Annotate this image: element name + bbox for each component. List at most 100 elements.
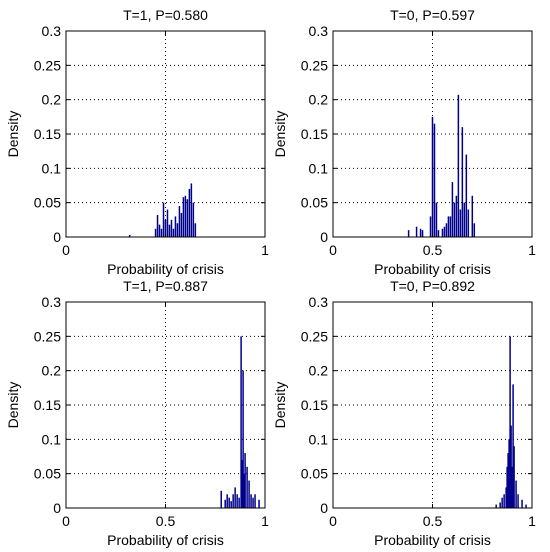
panel-title: T=0, P=0.892 (390, 278, 475, 294)
y-tick-label: 0.2 (42, 363, 62, 379)
histogram-bar (248, 480, 250, 508)
histogram-bar (174, 216, 177, 237)
y-tick-label: 0.05 (34, 195, 61, 211)
y-tick-label: 0.2 (309, 92, 329, 108)
x-axis-label: Probability of crisis (374, 532, 491, 548)
x-axis-label: Probability of crisis (107, 532, 224, 548)
y-tick-label: 0.25 (34, 328, 61, 344)
histogram-bar (507, 453, 509, 508)
histogram-bar (441, 228, 444, 237)
histogram-bar (517, 494, 519, 508)
histogram-bar (455, 195, 458, 237)
histogram-bar (228, 497, 230, 508)
histogram-bar (238, 497, 240, 508)
y-tick-label: 0.1 (309, 431, 329, 447)
histogram-bar (453, 202, 456, 237)
histogram-bar (465, 154, 468, 237)
y-tick-label: 0.1 (309, 160, 329, 176)
y-tick-label: 0 (320, 229, 328, 245)
y-tick-label: 0.25 (301, 57, 328, 73)
x-tick-label: 1 (261, 513, 269, 529)
histogram-bar (449, 216, 452, 237)
histogram-bar (158, 224, 161, 237)
axes-frame (65, 30, 266, 238)
x-axis-label: Probability of crisis (107, 261, 224, 277)
x-tick-label: 0 (329, 513, 337, 529)
histogram-bar (164, 219, 167, 237)
histogram-bar (224, 499, 226, 508)
y-tick-label: 0.3 (309, 23, 329, 39)
y-tick-label: 0.05 (301, 466, 328, 482)
histogram-bar (510, 425, 512, 508)
y-tick-label: 0.15 (301, 397, 328, 413)
y-tick-label: 0.05 (301, 195, 328, 211)
y-tick-label: 0.15 (34, 126, 61, 142)
y-tick-label: 0.25 (34, 57, 61, 73)
histogram-bar (232, 494, 234, 508)
histogram-bar (240, 336, 242, 508)
histogram-bar (447, 216, 450, 237)
histogram-bar (254, 494, 256, 508)
y-tick-label: 0.15 (34, 397, 61, 413)
y-tick-label: 0 (320, 500, 328, 516)
histogram-bar (170, 219, 173, 237)
histogram-bar (242, 370, 244, 508)
histogram-bar (243, 473, 245, 508)
histogram-bar (184, 195, 187, 237)
x-tick-label: 1 (261, 242, 269, 258)
y-tick-label: 0.1 (42, 431, 62, 447)
histogram-bar (525, 504, 527, 508)
histogram-bar (192, 202, 195, 237)
histogram-bar (463, 202, 466, 237)
histogram-bar (190, 183, 193, 237)
histogram-bar (415, 226, 418, 237)
y-axis-label: Density (5, 382, 21, 429)
y-axis-label: Density (5, 111, 21, 158)
histogram-bar (443, 226, 446, 237)
histogram-bar (220, 490, 222, 508)
histogram-bar (511, 466, 513, 508)
histogram-bar (162, 202, 165, 237)
x-tick-label: 0.5 (156, 513, 176, 529)
histogram-bar (178, 206, 181, 237)
histogram-bar (445, 223, 448, 237)
histogram-bar (433, 123, 436, 237)
histogram-bar (172, 228, 175, 237)
panel-title: T=1, P=0.887 (123, 278, 208, 294)
histogram-bar (508, 439, 510, 508)
histogram-bar (156, 215, 159, 237)
histogram-bar (252, 497, 254, 508)
chart-panel-2: 0 0.05 0.1 0.15 0.2 0.25 0.3 0 0.5 1 T=0, P=0.597 P… (272, 7, 536, 277)
histogram-bar (166, 209, 169, 237)
x-tick-label: 0 (62, 242, 70, 258)
histogram-bar (407, 230, 410, 237)
y-tick-label: 0 (53, 500, 61, 516)
histogram-bar (457, 94, 460, 237)
histogram-bar (501, 497, 503, 508)
y-axis-label: Density (272, 382, 288, 429)
histogram-bar (512, 384, 514, 508)
y-tick-label: 0.2 (309, 363, 329, 379)
histogram-bar (226, 494, 228, 508)
histogram-bar (230, 501, 232, 508)
histogram-bar (246, 466, 248, 508)
histogram-bar (515, 480, 517, 508)
histogram-bar (258, 499, 260, 508)
histogram-bar (429, 216, 432, 237)
histogram-bar (194, 223, 197, 237)
histogram-bar (176, 223, 179, 237)
histogram-bar (188, 188, 191, 237)
y-tick-label: 0.3 (42, 294, 62, 310)
histogram-bar (431, 116, 434, 237)
histogram-bar (154, 228, 157, 237)
histogram-bar (435, 202, 438, 237)
histogram-bar (421, 230, 424, 237)
histogram-bar (241, 459, 243, 508)
y-tick-label: 0.3 (309, 294, 329, 310)
x-tick-label: 1 (528, 513, 536, 529)
chart-panel-3: 0 0.05 0.1 0.15 0.2 0.25 0.3 0 0.5 1 T=1, P=0.887 P… (5, 278, 269, 548)
y-tick-label: 0 (53, 229, 61, 245)
histogram-bar (503, 494, 505, 508)
chart-panel-4: 0 0.05 0.1 0.15 0.2 0.25 0.3 0 0.5 1 T=0, P=0.892 P… (272, 278, 536, 548)
